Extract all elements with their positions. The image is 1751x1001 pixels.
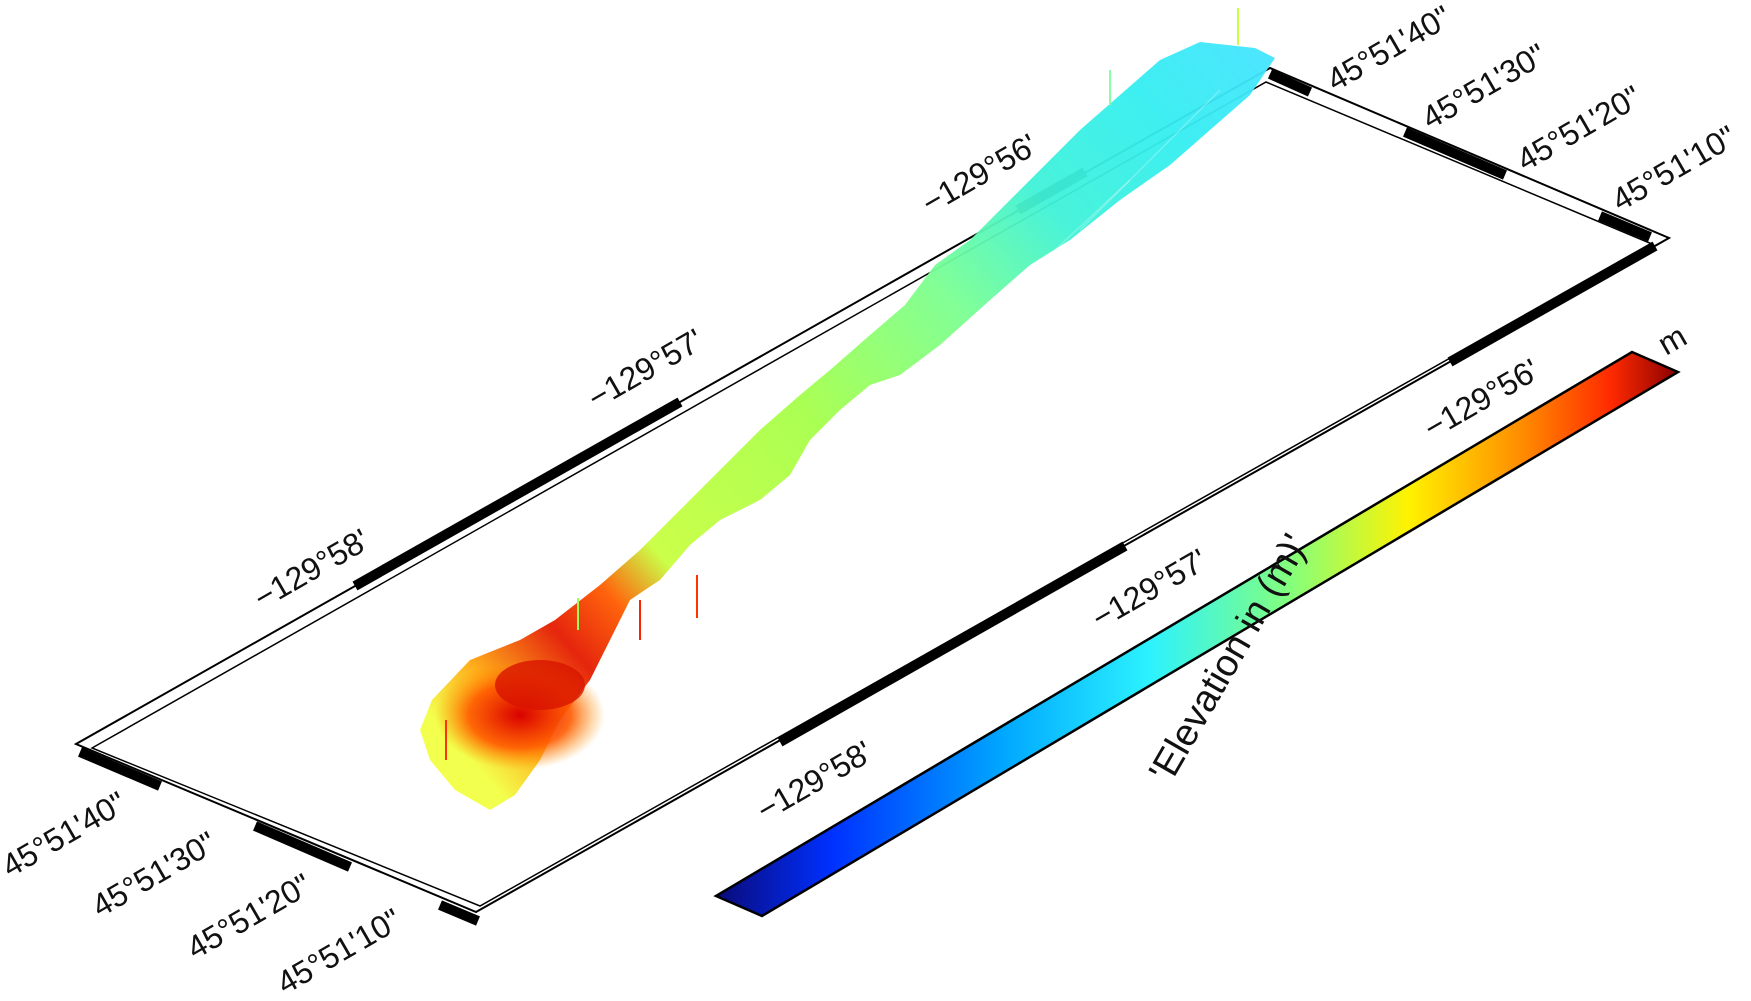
surface-hot-core [495,660,585,710]
colorbar-unit: m [1652,318,1693,363]
lat-label-left-1: 45°51'30" [86,824,223,924]
lat-label-right-3: 45°51'10" [1606,118,1743,218]
lat-label-left-3: 45°51'10" [271,901,408,1001]
surface-texture [639,89,1221,601]
lat-label-right-2: 45°51'20" [1511,78,1648,178]
bathymetry-surface [420,8,1275,810]
colorbar-bar [713,350,1681,918]
frame-bottom-checker [777,241,1658,747]
lat-label-right-1: 45°51'30" [1416,36,1553,136]
lat-label-right-0: 45°51'40" [1321,0,1458,98]
lat-label-left-2: 45°51'20" [181,866,318,966]
frame-left-checker [78,747,480,926]
frame-right-checker [1267,69,1652,242]
lat-label-left-0: 45°51'40" [0,784,132,884]
surface-strip [420,42,1275,810]
surface-spikes [445,8,1239,760]
